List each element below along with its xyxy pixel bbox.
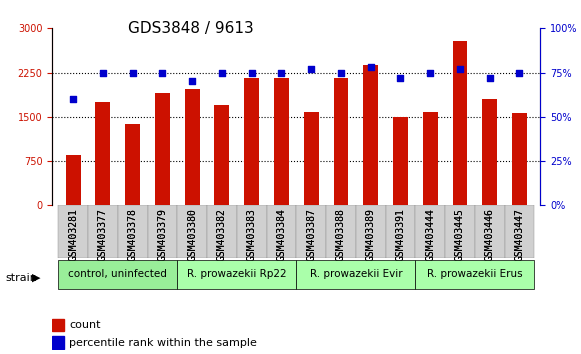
FancyBboxPatch shape xyxy=(267,205,296,258)
Text: GSM403384: GSM403384 xyxy=(277,208,286,261)
Text: GSM403445: GSM403445 xyxy=(455,208,465,261)
Text: R. prowazekii Erus: R. prowazekii Erus xyxy=(427,269,523,279)
Text: GSM403383: GSM403383 xyxy=(247,208,257,261)
Bar xyxy=(185,88,200,205)
Text: GSM403447: GSM403447 xyxy=(515,208,525,261)
Bar xyxy=(333,79,349,205)
Text: GSM403388: GSM403388 xyxy=(336,208,346,261)
FancyBboxPatch shape xyxy=(296,260,415,289)
Bar xyxy=(274,79,289,205)
Bar xyxy=(453,41,468,205)
Text: GSM403445: GSM403445 xyxy=(455,208,465,261)
Bar xyxy=(125,124,140,205)
FancyBboxPatch shape xyxy=(445,205,475,258)
Point xyxy=(247,70,256,75)
Point xyxy=(69,96,78,102)
FancyBboxPatch shape xyxy=(118,205,148,258)
FancyBboxPatch shape xyxy=(177,260,296,289)
Bar xyxy=(393,118,408,205)
Point xyxy=(515,70,524,75)
Point xyxy=(277,70,286,75)
Text: strain: strain xyxy=(6,273,38,283)
Point xyxy=(456,66,465,72)
Text: GSM403380: GSM403380 xyxy=(187,208,197,261)
Bar xyxy=(95,102,110,205)
Text: GSM403377: GSM403377 xyxy=(98,208,108,261)
Point xyxy=(98,70,107,75)
Point xyxy=(366,64,375,70)
Point xyxy=(336,70,346,75)
FancyBboxPatch shape xyxy=(356,205,386,258)
Bar xyxy=(66,155,81,205)
Bar xyxy=(52,336,64,349)
FancyBboxPatch shape xyxy=(88,205,118,258)
Text: GSM403377: GSM403377 xyxy=(98,208,108,261)
Point xyxy=(158,70,167,75)
Text: GDS3848 / 9613: GDS3848 / 9613 xyxy=(128,21,253,36)
Text: GSM403391: GSM403391 xyxy=(396,208,406,261)
Text: GSM403384: GSM403384 xyxy=(277,208,286,261)
Text: control, uninfected: control, uninfected xyxy=(69,269,167,279)
Text: GSM403444: GSM403444 xyxy=(425,208,435,261)
Point xyxy=(425,70,435,75)
Text: GSM403447: GSM403447 xyxy=(515,208,525,261)
Text: R. prowazekii Evir: R. prowazekii Evir xyxy=(310,269,402,279)
Text: GSM403379: GSM403379 xyxy=(157,208,167,261)
Text: GSM403383: GSM403383 xyxy=(247,208,257,261)
Bar xyxy=(52,319,64,331)
Text: R. prowazekii Rp22: R. prowazekii Rp22 xyxy=(187,269,286,279)
Text: GSM403378: GSM403378 xyxy=(128,208,138,261)
Text: count: count xyxy=(69,320,101,330)
Text: GSM403391: GSM403391 xyxy=(396,208,406,261)
Point xyxy=(485,75,494,81)
Point xyxy=(217,70,227,75)
FancyBboxPatch shape xyxy=(58,205,88,258)
Bar xyxy=(244,79,259,205)
Point xyxy=(307,66,316,72)
Text: GSM403387: GSM403387 xyxy=(306,208,316,261)
Bar xyxy=(155,93,170,205)
FancyBboxPatch shape xyxy=(207,205,237,258)
Text: GSM403388: GSM403388 xyxy=(336,208,346,261)
Text: GSM403382: GSM403382 xyxy=(217,208,227,261)
FancyBboxPatch shape xyxy=(415,260,535,289)
Text: GSM403281: GSM403281 xyxy=(68,208,78,261)
FancyBboxPatch shape xyxy=(415,205,445,258)
Bar xyxy=(363,65,378,205)
FancyBboxPatch shape xyxy=(505,205,535,258)
Bar xyxy=(482,99,497,205)
Text: GSM403444: GSM403444 xyxy=(425,208,435,261)
Text: GSM403380: GSM403380 xyxy=(187,208,197,261)
FancyBboxPatch shape xyxy=(148,205,177,258)
Text: GSM403446: GSM403446 xyxy=(485,208,495,261)
FancyBboxPatch shape xyxy=(237,205,267,258)
Text: GSM403389: GSM403389 xyxy=(365,208,376,261)
Text: GSM403446: GSM403446 xyxy=(485,208,495,261)
Text: percentile rank within the sample: percentile rank within the sample xyxy=(69,338,257,348)
FancyBboxPatch shape xyxy=(296,205,326,258)
Text: GSM403387: GSM403387 xyxy=(306,208,316,261)
FancyBboxPatch shape xyxy=(326,205,356,258)
Text: GSM403389: GSM403389 xyxy=(365,208,376,261)
Bar xyxy=(214,105,229,205)
Text: GSM403382: GSM403382 xyxy=(217,208,227,261)
Text: GSM403281: GSM403281 xyxy=(68,208,78,261)
Bar xyxy=(512,113,527,205)
Point xyxy=(188,79,197,84)
FancyBboxPatch shape xyxy=(177,205,207,258)
Bar xyxy=(304,112,318,205)
Bar xyxy=(423,112,437,205)
FancyBboxPatch shape xyxy=(58,260,177,289)
Text: ▶: ▶ xyxy=(32,273,41,283)
FancyBboxPatch shape xyxy=(386,205,415,258)
Text: GSM403379: GSM403379 xyxy=(157,208,167,261)
Point xyxy=(396,75,405,81)
Point xyxy=(128,70,137,75)
FancyBboxPatch shape xyxy=(475,205,505,258)
Text: GSM403378: GSM403378 xyxy=(128,208,138,261)
